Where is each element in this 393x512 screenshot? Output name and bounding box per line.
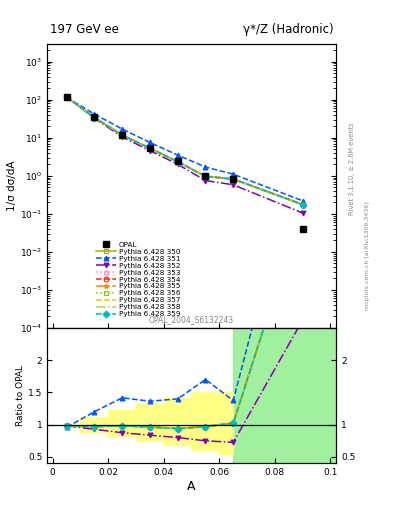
Text: Rivet 3.1.10, ≥ 2.6M events: Rivet 3.1.10, ≥ 2.6M events — [349, 122, 355, 216]
Text: mcplots.cern.ch [arXiv:1306.3436]: mcplots.cern.ch [arXiv:1306.3436] — [365, 202, 370, 310]
X-axis label: A: A — [187, 480, 196, 493]
Y-axis label: Ratio to OPAL: Ratio to OPAL — [16, 365, 25, 426]
Text: γ*/Z (Hadronic): γ*/Z (Hadronic) — [242, 24, 333, 36]
Text: 197 GeV ee: 197 GeV ee — [50, 24, 119, 36]
Y-axis label: 1/σ dσ/dA: 1/σ dσ/dA — [7, 160, 17, 211]
Text: OPAL_2004_S6132243: OPAL_2004_S6132243 — [149, 315, 234, 324]
Legend: OPAL, Pythia 6.428 350, Pythia 6.428 351, Pythia 6.428 352, Pythia 6.428 353, Py: OPAL, Pythia 6.428 350, Pythia 6.428 351… — [94, 241, 182, 318]
